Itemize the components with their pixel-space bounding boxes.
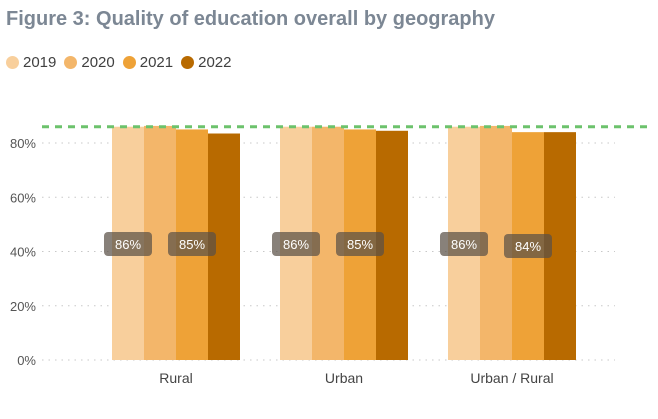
x-category-label-2: Urban / Rural xyxy=(470,370,553,386)
x-category-label-1: Urban xyxy=(325,370,363,386)
data-label-3: 85% xyxy=(347,237,373,252)
data-label-4: 86% xyxy=(451,237,477,252)
data-label-1: 85% xyxy=(179,237,205,252)
x-category-label-0: Rural xyxy=(159,370,192,386)
data-label-box-0 xyxy=(104,232,152,256)
data-label-box-3 xyxy=(336,232,384,256)
data-label-2: 86% xyxy=(283,237,309,252)
legend: 2019 2020 2021 2022 xyxy=(6,54,240,71)
y-tick-label-40: 40% xyxy=(10,245,36,260)
data-label-box-1 xyxy=(168,232,216,256)
chart-title: Figure 3: Quality of education overall b… xyxy=(6,8,495,30)
legend-item-2020[interactable]: 2020 xyxy=(64,54,115,71)
legend-swatch-2021 xyxy=(122,56,136,69)
y-tick-label-0: 0% xyxy=(17,353,36,368)
legend-swatch-2019 xyxy=(6,56,19,69)
legend-swatch-2020 xyxy=(64,56,78,69)
y-tick-label-60: 60% xyxy=(10,190,36,205)
y-tick-label-20: 20% xyxy=(10,299,36,314)
legend-item-2022[interactable]: 2022 xyxy=(181,54,232,71)
legend-swatch-2022 xyxy=(181,56,195,69)
legend-item-2021[interactable]: 2021 xyxy=(122,54,174,71)
data-label-box-5 xyxy=(504,234,552,258)
legend-label-2022: 2022 xyxy=(198,54,232,71)
legend-label-2020: 2020 xyxy=(81,54,115,71)
data-label-0: 86% xyxy=(115,237,141,252)
legend-label-2021: 2021 xyxy=(139,54,174,71)
data-label-box-2 xyxy=(272,232,320,256)
legend-label-2019: 2019 xyxy=(23,54,57,71)
data-label-5: 84% xyxy=(515,239,541,254)
y-tick-label-80: 80% xyxy=(10,136,36,151)
legend-item-2019[interactable]: 2019 xyxy=(6,54,56,71)
data-label-box-4 xyxy=(440,232,488,256)
